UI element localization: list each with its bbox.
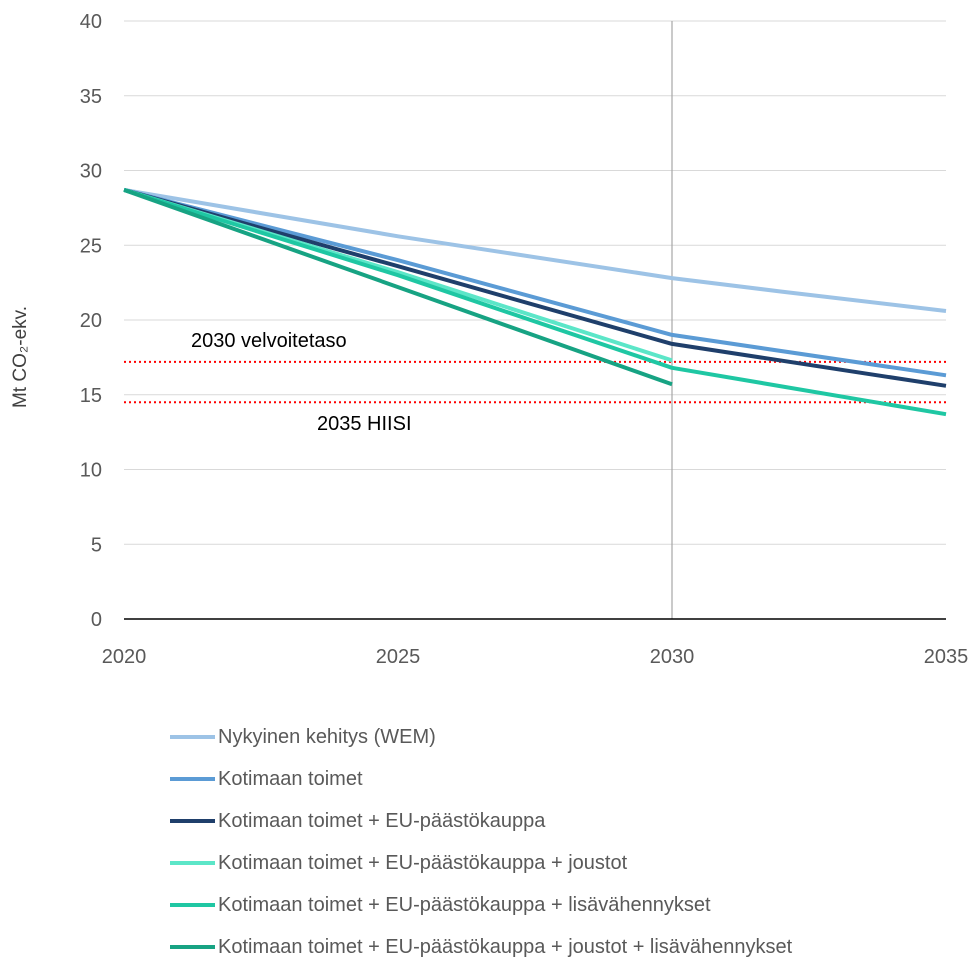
y-tick-label: 15 — [80, 385, 102, 407]
gridlines — [124, 20, 946, 545]
legend-item: Kotimaan toimet + EU-päästökauppa — [170, 800, 792, 842]
legend-swatch — [170, 777, 215, 781]
legend-swatch — [170, 735, 215, 739]
y-tick-label: 20 — [80, 310, 102, 332]
series-line-3 — [123, 187, 947, 388]
legend-label: Kotimaan toimet + EU-päästökauppa + lisä… — [218, 893, 711, 916]
legend-label: Kotimaan toimet — [218, 767, 363, 790]
reference-lines — [124, 360, 946, 404]
y-axis-label: Mt CO₂-ekv. — [10, 306, 31, 408]
annotations: 2030 velvoitetaso 2035 HIISI — [191, 330, 412, 435]
x-tick-label: 2020 — [102, 646, 147, 668]
legend-item: Kotimaan toimet + EU-päästökauppa + lisä… — [170, 884, 792, 926]
legend-swatch — [170, 903, 215, 907]
legend-label: Kotimaan toimet + EU-päästökauppa + jous… — [218, 935, 793, 958]
y-tick-label: 40 — [80, 11, 102, 33]
y-tick-labels: 0 5 10 15 20 25 30 35 40 — [80, 11, 102, 631]
legend-label: Kotimaan toimet + EU-päästökauppa — [218, 809, 546, 832]
y-tick-label: 10 — [80, 460, 102, 482]
x-tick-label: 2035 — [924, 646, 969, 668]
x-tick-labels: 2020 2025 2030 2035 — [102, 646, 969, 668]
series-lines — [123, 187, 947, 417]
legend-label: Kotimaan toimet + EU-päästökauppa + jous… — [218, 851, 628, 874]
y-tick-label: 0 — [91, 609, 102, 631]
y-tick-label: 30 — [80, 161, 102, 183]
y-tick-label: 25 — [80, 235, 102, 257]
series-line-6 — [123, 188, 673, 387]
legend-swatch — [170, 861, 215, 865]
legend-item: Kotimaan toimet + EU-päästökauppa + jous… — [170, 842, 792, 884]
series-line-2 — [123, 187, 947, 378]
legend-swatch — [170, 945, 215, 949]
y-tick-label: 5 — [91, 534, 102, 556]
x-tick-label: 2030 — [650, 646, 695, 668]
legend-item: Kotimaan toimet + EU-päästökauppa + jous… — [170, 926, 792, 968]
reference-label: 2035 HIISI — [317, 413, 412, 435]
legend-label: Nykyinen kehitys (WEM) — [218, 725, 436, 748]
legend-item: Nykyinen kehitys (WEM) — [170, 716, 792, 758]
reference-label: 2030 velvoitetaso — [191, 330, 347, 352]
y-tick-label: 35 — [80, 86, 102, 108]
series-line-5 — [123, 187, 947, 417]
legend-swatch — [170, 819, 215, 823]
series-line-1 — [123, 187, 947, 313]
legend-item: Kotimaan toimet — [170, 758, 792, 800]
legend: Nykyinen kehitys (WEM) Kotimaan toimet Kot… — [170, 716, 792, 968]
x-tick-label: 2025 — [376, 646, 421, 668]
